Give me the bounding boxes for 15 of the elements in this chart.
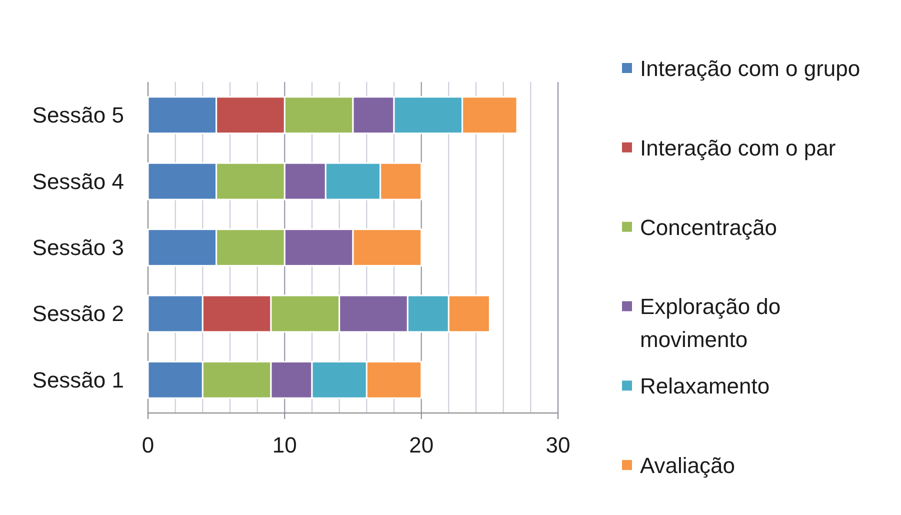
legend-label: Exploração do movimento <box>640 294 781 352</box>
legend-label: Interação com o par <box>640 134 836 160</box>
x-tick-label: 20 <box>409 432 434 458</box>
y-tick-label: Sessão 4 <box>32 168 124 194</box>
legend-label: Relaxamento <box>640 373 770 398</box>
x-tick-label: 30 <box>546 432 570 458</box>
y-tick-label: Sessão 5 <box>32 102 124 128</box>
legend-label: Concentração <box>640 214 777 240</box>
legend-label: Avaliação <box>640 452 735 478</box>
legend-label: Interação com o grupo <box>640 56 860 80</box>
y-tick-label: Sessão 2 <box>32 301 124 326</box>
y-tick-label: Sessão 3 <box>32 235 124 260</box>
y-tick-label: Sessão 1 <box>32 367 124 392</box>
x-tick-label: 10 <box>272 432 297 458</box>
x-tick-label: 0 <box>142 432 154 458</box>
